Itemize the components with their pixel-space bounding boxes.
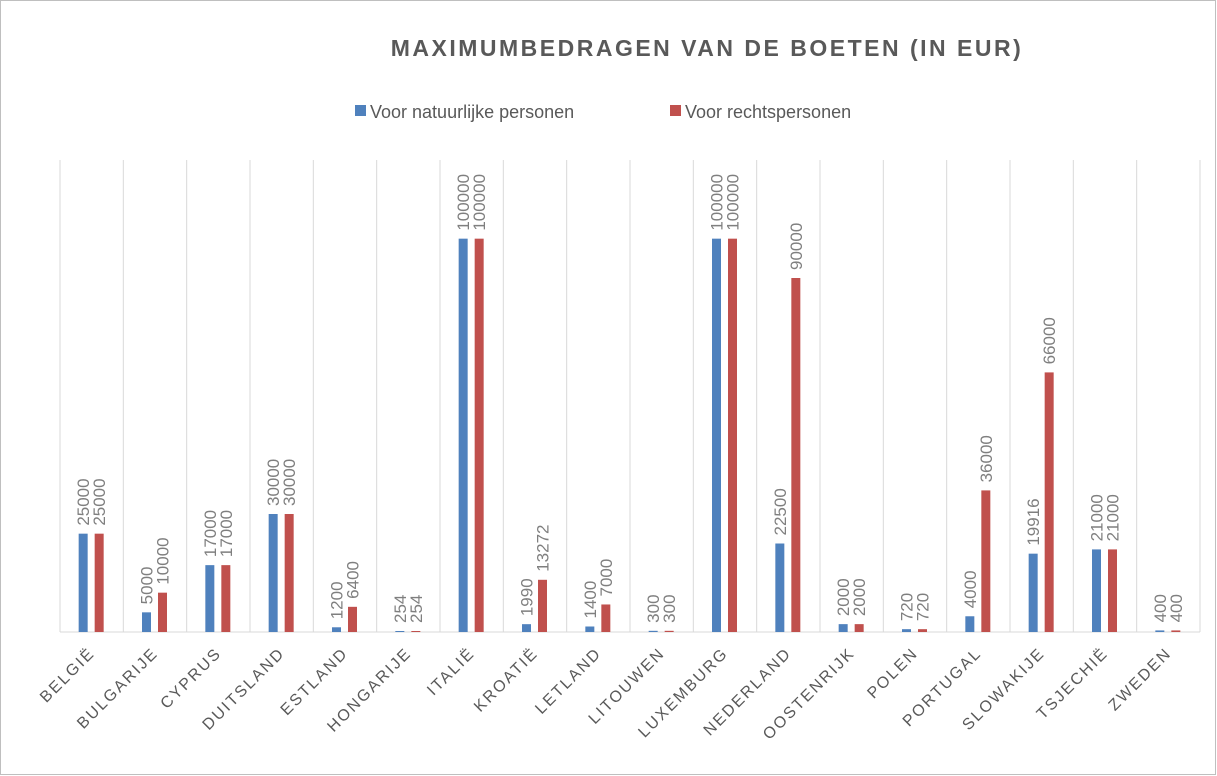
bar [601, 604, 611, 632]
data-label: 6400 [344, 561, 363, 599]
bar [791, 278, 801, 632]
data-label: 7000 [597, 559, 616, 597]
bar [918, 629, 927, 632]
data-label: 300 [644, 594, 663, 622]
bar [981, 490, 991, 632]
bar [838, 624, 848, 632]
bar [854, 624, 864, 632]
data-label: 100000 [470, 174, 489, 231]
data-label: 25000 [74, 478, 93, 525]
bar [1108, 549, 1117, 632]
bar [648, 630, 658, 632]
bar [902, 629, 911, 632]
bar [712, 238, 721, 632]
data-label: 22500 [771, 488, 790, 535]
data-label: 10000 [154, 537, 173, 584]
bar [775, 543, 785, 632]
bar [94, 533, 104, 632]
data-label: 720 [914, 593, 933, 621]
bar [268, 514, 278, 632]
bar [411, 631, 421, 632]
data-label: 254 [407, 595, 426, 623]
bar [585, 626, 595, 632]
data-label: 30000 [280, 459, 299, 506]
bar [965, 616, 975, 632]
data-label: 90000 [787, 223, 806, 270]
bar [395, 631, 405, 632]
data-label: 19916 [1024, 498, 1043, 545]
legend-label: Voor rechtspersonen [685, 102, 851, 122]
data-label: 5000 [138, 567, 157, 605]
bar [458, 238, 468, 632]
bar [205, 565, 215, 632]
data-label: 13272 [534, 525, 553, 572]
data-label: 100000 [708, 174, 727, 231]
bar [728, 238, 737, 632]
bar [1171, 630, 1181, 632]
bar [1092, 549, 1101, 632]
legend-swatch [670, 105, 681, 116]
data-label: 4000 [961, 570, 980, 608]
data-label: 36000 [977, 435, 996, 482]
data-label: 400 [1151, 594, 1170, 622]
data-label: 100000 [724, 174, 743, 231]
data-label: 100000 [454, 174, 473, 231]
bar [1028, 553, 1038, 632]
bar [474, 238, 484, 632]
bar [284, 514, 294, 632]
data-label: 1200 [328, 581, 347, 619]
data-label: 300 [660, 594, 679, 622]
data-label: 17000 [217, 510, 236, 557]
bar [142, 612, 151, 632]
bar [78, 533, 88, 632]
data-label: 21000 [1088, 494, 1107, 541]
data-label: 25000 [90, 478, 109, 525]
legend-swatch [355, 105, 366, 116]
bar [348, 606, 357, 632]
legend-label: Voor natuurlijke personen [370, 102, 574, 122]
bar [538, 579, 547, 632]
bar [664, 630, 674, 632]
data-label: 720 [898, 593, 917, 621]
data-label: 1400 [581, 581, 600, 619]
bar [1044, 372, 1054, 632]
data-label: 17000 [201, 510, 220, 557]
bar [522, 624, 531, 632]
data-label: 30000 [264, 459, 283, 506]
data-label: 2000 [850, 578, 869, 616]
data-label: 400 [1167, 594, 1186, 622]
data-label: 254 [391, 595, 410, 623]
bar [1155, 630, 1165, 632]
data-label: 66000 [1040, 317, 1059, 364]
bar [158, 592, 167, 632]
bar [332, 627, 341, 632]
data-label: 2000 [834, 578, 853, 616]
data-label: 1990 [518, 578, 537, 616]
data-label: 21000 [1104, 494, 1123, 541]
chart-title: MAXIMUMBEDRAGEN VAN DE BOETEN (IN EUR) [391, 35, 1024, 61]
bar [221, 565, 231, 632]
